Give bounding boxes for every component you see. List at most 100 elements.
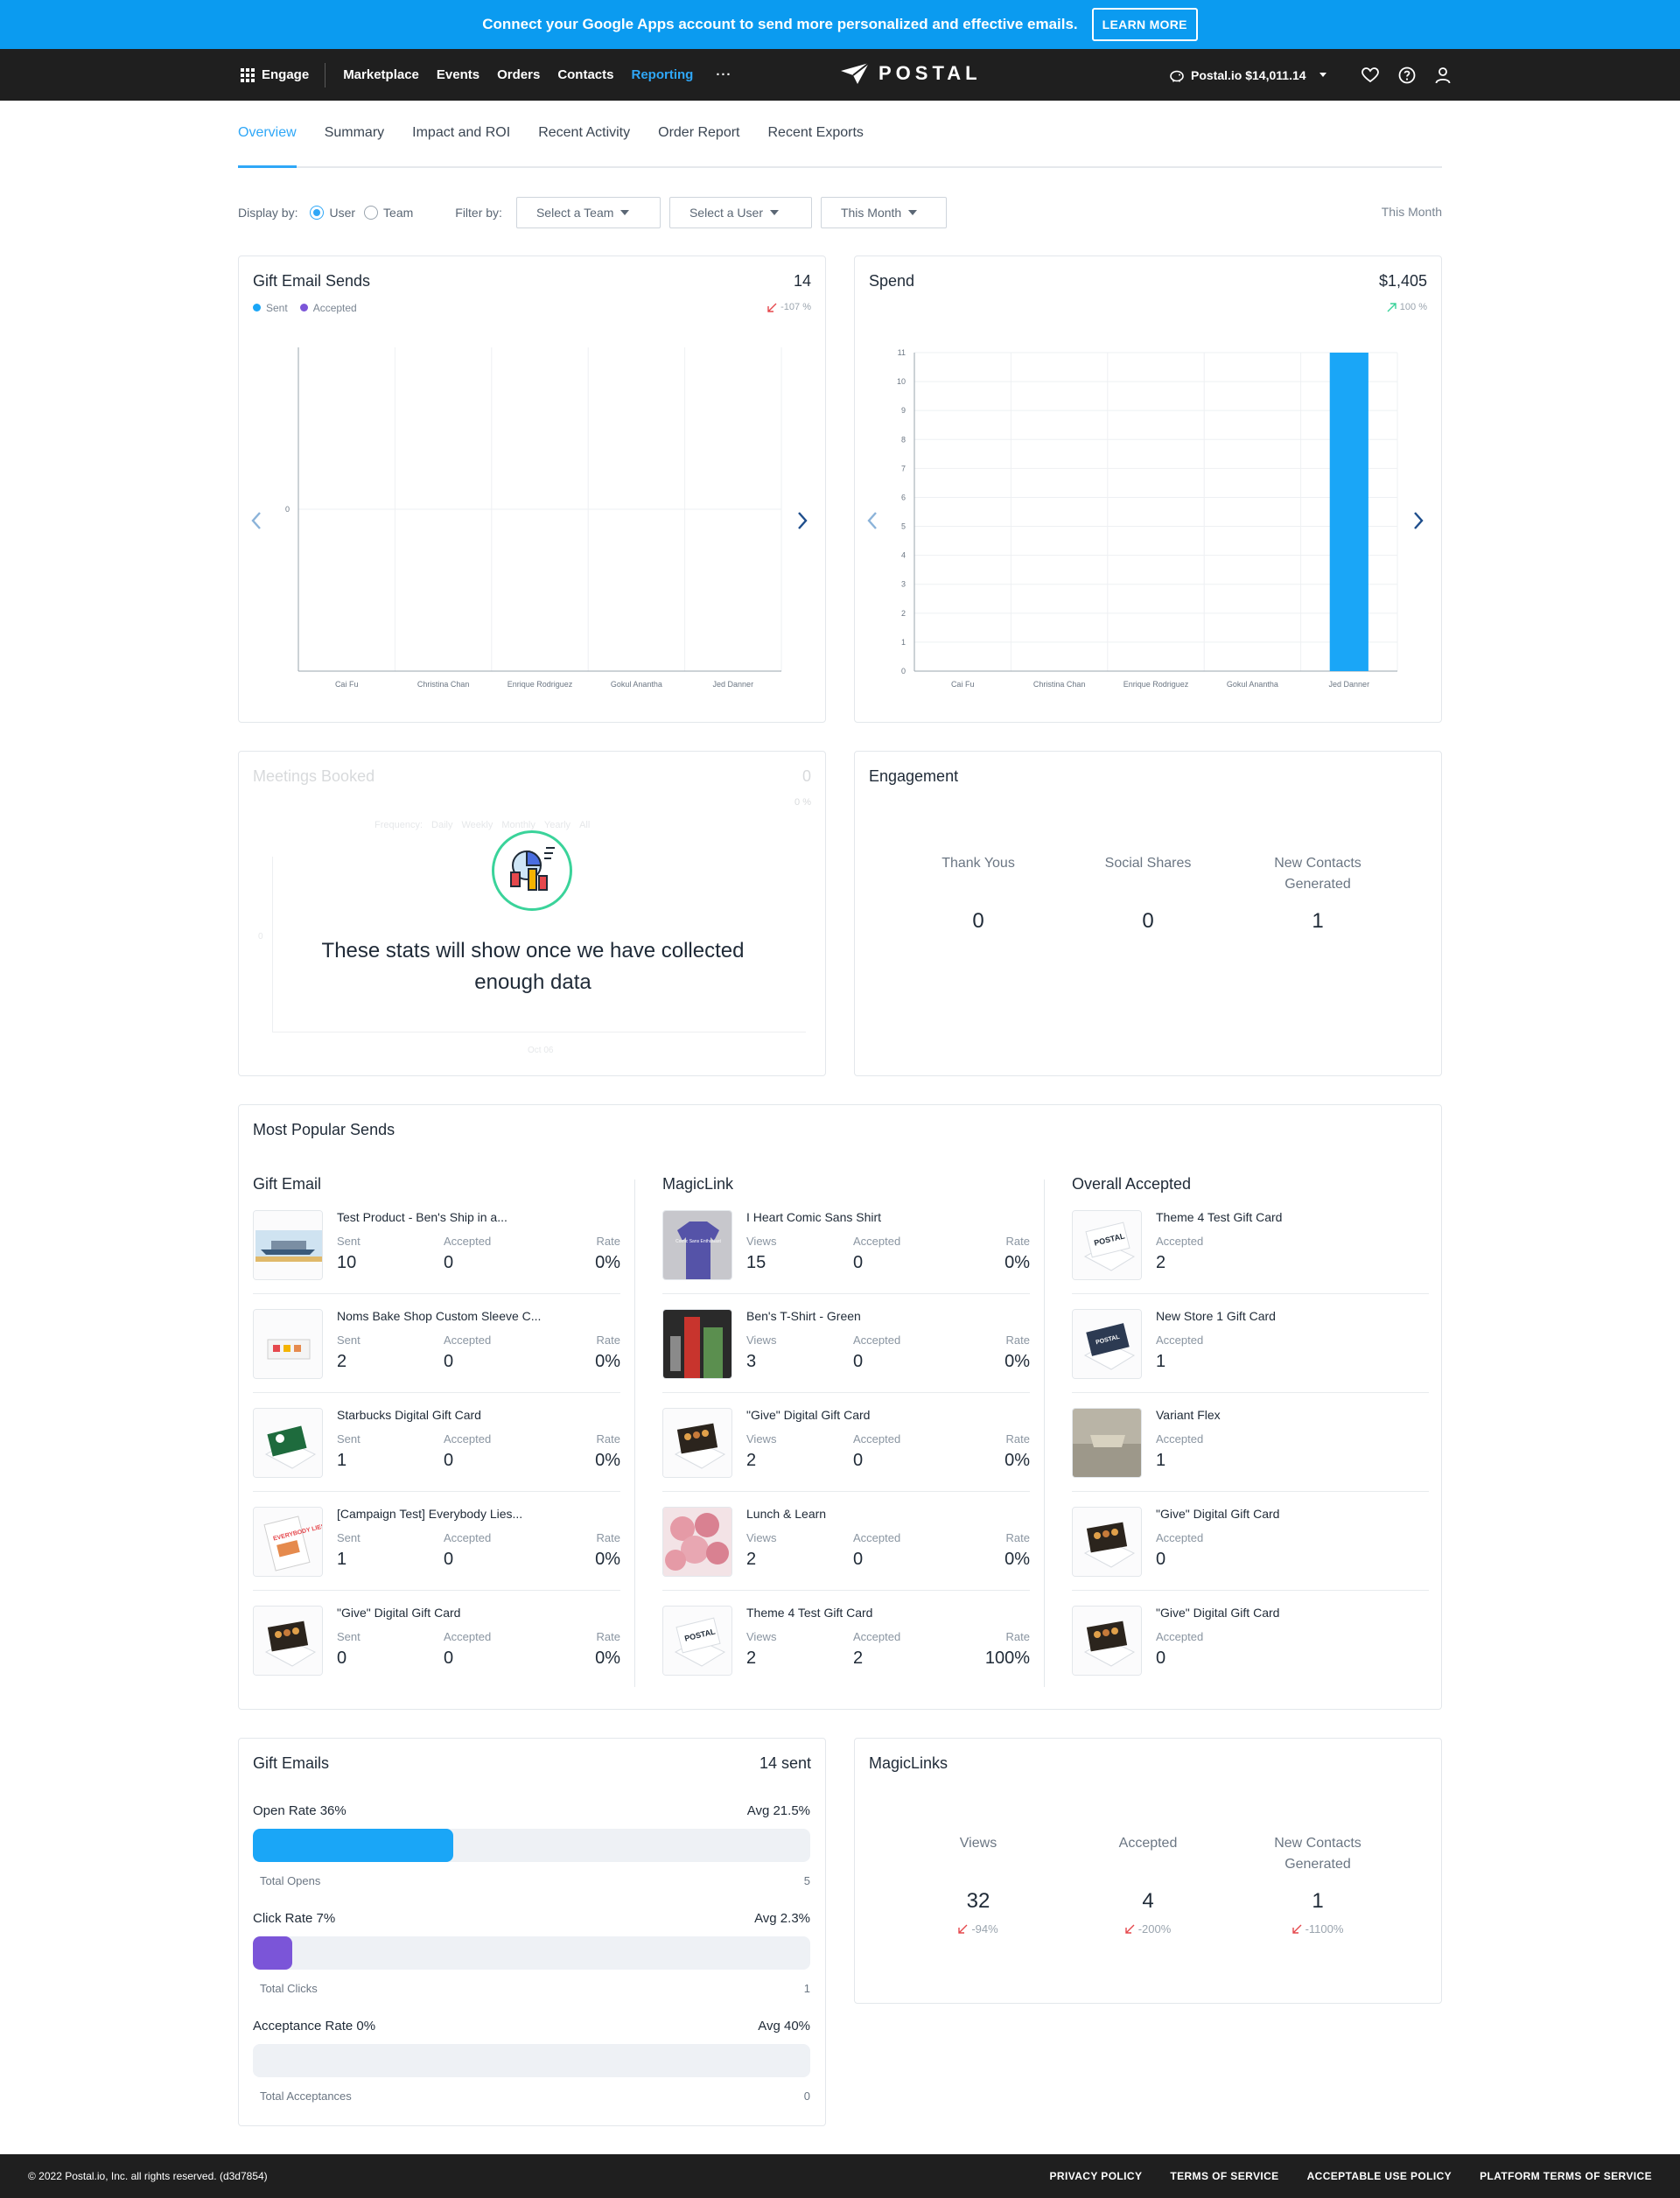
column-title: MagicLink (662, 1175, 734, 1193)
stat-views: Views 32 -94% (958, 1836, 998, 1936)
item-name: Ben's T-Shirt - Green (746, 1309, 861, 1323)
legend-sent[interactable]: Sent (253, 302, 288, 314)
trend-down-arrow-icon (958, 1924, 968, 1934)
tab-impact-roi[interactable]: Impact and ROI (412, 125, 511, 140)
nav-more-menu[interactable]: ··· (716, 67, 732, 82)
chart-prev-button[interactable] (862, 507, 883, 535)
y-tick-label: 0 (285, 505, 290, 514)
caret-down-icon (908, 210, 918, 215)
engagement-card: Engagement Thank Yous 0 Social Shares 0 … (854, 751, 1442, 1076)
metric: Accepted 1 (1156, 1432, 1204, 1470)
chart-legend: Sent Accepted (253, 302, 357, 314)
frequency-weekly[interactable]: Weekly (461, 820, 494, 830)
user-select[interactable]: Select a User (668, 197, 812, 228)
team-select[interactable]: Select a Team (515, 197, 661, 228)
most-popular-sends-card: Most Popular Sends Gift Email Test Produ… (238, 1104, 1442, 1710)
list-item[interactable]: Variant Flex Accepted 1 (1072, 1393, 1429, 1492)
item-name: I Heart Comic Sans Shirt (746, 1210, 882, 1224)
page-footer: © 2022 Postal.io, Inc. all rights reserv… (0, 2154, 1680, 2198)
legend-accepted[interactable]: Accepted (299, 302, 357, 314)
tab-order-report[interactable]: Order Report (658, 125, 740, 140)
product-thumbnail (1072, 1606, 1142, 1676)
display-user-radio[interactable] (310, 206, 325, 220)
frequency-monthly[interactable]: Monthly (501, 820, 536, 830)
frequency-daily[interactable]: Daily (431, 820, 453, 830)
tab-recent-exports[interactable]: Recent Exports (767, 125, 864, 140)
x-tick-label: Enrique Rodriguez (1124, 680, 1189, 689)
list-item[interactable]: Starbucks Digital Gift Card Sent 1 Accepted… (253, 1393, 620, 1492)
engage-menu[interactable]: Engage (241, 62, 326, 88)
metric: Rate 0% (595, 1630, 620, 1668)
product-thumbnail (1072, 1408, 1142, 1478)
display-user-label: User (329, 206, 356, 220)
legend-dot-icon (253, 304, 261, 312)
item-name: "Give" Digital Gift Card (1156, 1507, 1280, 1521)
list-item[interactable]: POSTAL Theme 4 Test Gift Card Views 2 Accept… (662, 1591, 1030, 1690)
favorites-heart-icon[interactable] (1361, 66, 1379, 83)
list-item[interactable]: POSTAL Theme 4 Test Gift Card Accepted 2 (1072, 1210, 1429, 1294)
product-thumbnail (253, 1408, 323, 1478)
product-thumbnail (253, 1210, 323, 1280)
list-item[interactable]: "Give" Digital Gift Card Accepted 0 (1072, 1591, 1429, 1690)
account-balance-menu[interactable]: Postal.io $14,011.14 (1169, 68, 1326, 82)
frequency-yearly[interactable]: Yearly (543, 820, 571, 830)
list-item[interactable]: "Give" Digital Gift Card Sent 0 Accepted 0 Ra… (253, 1591, 620, 1690)
display-team-radio[interactable] (364, 206, 379, 220)
list-item[interactable]: "Give" Digital Gift Card Views 2 Accepted 0 R… (662, 1393, 1030, 1492)
item-name: Lunch & Learn (746, 1507, 827, 1521)
item-name: Noms Bake Shop Custom Sleeve C... (337, 1309, 542, 1323)
user-select-value: Select a User (689, 206, 763, 220)
card-title: Gift Email Sends (253, 272, 371, 290)
metric: Rate 0% (1004, 1432, 1030, 1470)
list-item[interactable]: Comic Sans Enthusiast I Heart Comic Sans … (662, 1210, 1030, 1294)
x-tick-label: Enrique Rodriguez (508, 680, 573, 689)
help-icon[interactable] (1398, 66, 1416, 84)
list-item[interactable]: POSTAL New Store 1 Gift Card Accepted 1 (1072, 1294, 1429, 1393)
list-item[interactable]: "Give" Digital Gift Card Accepted 0 (1072, 1492, 1429, 1591)
acceptable-use-link[interactable]: ACCEPTABLE USE POLICY (1306, 2170, 1452, 2182)
platform-terms-link[interactable]: PLATFORM TERMS OF SERVICE (1480, 2170, 1652, 2182)
stat-thank-yous: Thank Yous 0 (942, 856, 1015, 933)
x-tick-label: Christina Chan (417, 680, 470, 689)
learn-more-button[interactable]: LEARN MORE (1091, 8, 1198, 41)
promo-banner: Connect your Google Apps account to send… (0, 0, 1680, 49)
item-name: Theme 4 Test Gift Card (746, 1606, 873, 1620)
metric: Sent 1 (337, 1432, 360, 1470)
terms-of-service-link[interactable]: TERMS OF SERVICE (1170, 2170, 1279, 2182)
chevron-right-icon (1414, 512, 1424, 529)
trend-down-arrow-icon (767, 303, 777, 312)
frequency-all[interactable]: All (579, 820, 591, 830)
postal-logo[interactable]: POSTAL (840, 62, 982, 85)
list-item[interactable]: Test Product - Ben's Ship in a... Sent 10 A… (253, 1210, 620, 1294)
stat-social-shares: Social Shares 0 (1104, 856, 1192, 933)
period-select[interactable]: This Month (820, 197, 947, 228)
tab-recent-activity[interactable]: Recent Activity (538, 125, 631, 140)
bar[interactable] (1329, 353, 1368, 671)
metric: Views 2 (746, 1630, 777, 1668)
progress-total-label: Total Acceptances (260, 2090, 352, 2103)
product-thumbnail (662, 1309, 732, 1379)
chart-next-button[interactable] (1408, 507, 1429, 535)
chart-prev-button[interactable] (246, 507, 267, 535)
list-item[interactable]: Noms Bake Shop Custom Sleeve C... Sent 2 Ac… (253, 1294, 620, 1393)
y-tick-label: 0 (901, 667, 906, 676)
metric: Rate 0% (1004, 1235, 1030, 1272)
nav-marketplace[interactable]: Marketplace (343, 67, 419, 82)
chart-next-button[interactable] (792, 507, 813, 535)
list-item[interactable]: Lunch & Learn Views 2 Accepted 0 Rate 0% (662, 1492, 1030, 1591)
user-profile-icon[interactable] (1435, 66, 1451, 84)
privacy-policy-link[interactable]: PRIVACY POLICY (1049, 2170, 1143, 2182)
nav-events[interactable]: Events (436, 67, 480, 82)
nav-reporting[interactable]: Reporting (631, 67, 694, 82)
nav-contacts[interactable]: Contacts (557, 67, 614, 82)
tab-summary[interactable]: Summary (324, 125, 385, 140)
list-item[interactable]: EVERYBODY LIES [Campaign Test] Everybody … (253, 1492, 620, 1591)
account-balance: Postal.io $14,011.14 (1191, 67, 1306, 82)
gift-email-sends-card: Gift Email Sends 14 Sent Accepted -107 %… (238, 256, 826, 723)
list-item[interactable]: Ben's T-Shirt - Green Views 3 Accepted 0 Rate… (662, 1294, 1030, 1393)
nav-orders[interactable]: Orders (497, 67, 541, 82)
item-name: [Campaign Test] Everybody Lies... (337, 1507, 523, 1521)
metric: Accepted 0 (853, 1334, 901, 1371)
tab-overview[interactable]: Overview (238, 114, 297, 168)
team-select-value: Select a Team (536, 206, 614, 220)
